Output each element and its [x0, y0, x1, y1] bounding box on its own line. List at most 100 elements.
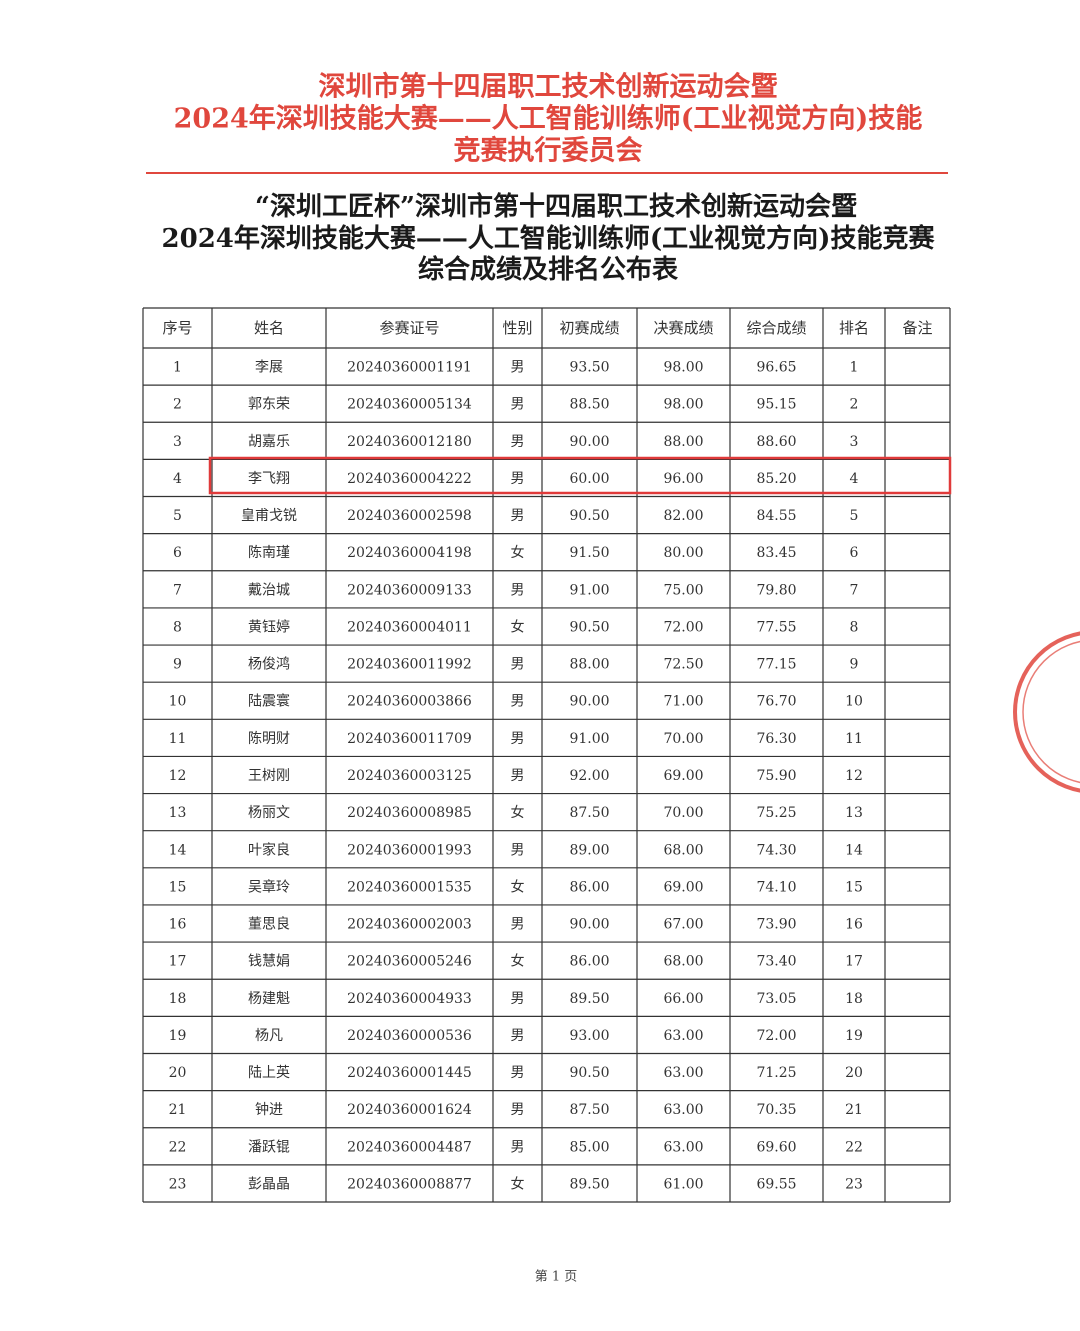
table-cell: 男 — [511, 1139, 525, 1155]
title-line: “深圳工匠杯”深圳市第十四届职工技术创新运动会暨 — [255, 191, 857, 222]
table-cell: 76.70 — [756, 694, 796, 710]
table-cell: 潘跃锟 — [248, 1139, 290, 1155]
table-cell: 皇甫戈锐 — [241, 508, 297, 524]
table-cell: 20240360003866 — [347, 694, 472, 710]
table-cell: 92.00 — [569, 768, 609, 784]
table-cell: 74.30 — [756, 842, 796, 858]
table-cell: 20240360002003 — [347, 917, 472, 933]
table-cell: 男 — [511, 694, 525, 710]
table-cell: 16 — [845, 917, 863, 933]
table-cell: 李飞翔 — [248, 471, 290, 487]
table-cell: 20240360004011 — [347, 619, 472, 635]
table-cell: 23 — [845, 1176, 863, 1192]
table-cell: 19 — [169, 1028, 187, 1044]
table-cell: 陈南瑾 — [248, 544, 290, 561]
table-cell: 82.00 — [663, 508, 703, 524]
table-cell: 10 — [169, 694, 187, 710]
table-cell: 男 — [511, 1065, 525, 1081]
table-cell: 男 — [511, 471, 525, 487]
table-cell: 杨建魁 — [248, 991, 290, 1007]
table-cell: 70.00 — [663, 805, 703, 821]
table-cell: 91.00 — [569, 582, 609, 598]
table-cell: 72.00 — [756, 1028, 796, 1044]
table-cell: 1 — [173, 360, 182, 376]
table-cell: 63.00 — [663, 1102, 703, 1118]
table-cell: 15 — [845, 879, 863, 895]
table-cell: 63.00 — [663, 1028, 703, 1044]
table-cell: 20240360003125 — [347, 768, 472, 784]
table-cell: 90.50 — [569, 619, 609, 635]
table-cell: 93.00 — [569, 1028, 609, 1044]
table-cell: 69.00 — [663, 879, 703, 895]
column-header: 性别 — [502, 319, 532, 337]
table-cell: 14 — [169, 842, 187, 858]
page-number: 第 1 页 — [535, 1270, 578, 1285]
score-table: 序号 姓名 参赛证号 性别 初赛成绩 决赛成绩 综合成绩 排名 备注 1 李展 20240360001… — [142, 307, 951, 1203]
table-cell: 20240360001535 — [347, 879, 472, 895]
table-cell: 72.00 — [663, 619, 703, 635]
table-cell: 75.90 — [756, 768, 796, 784]
table-cell: 69.60 — [756, 1139, 796, 1155]
column-header: 序号 — [162, 319, 192, 337]
table-cell: 郭东荣 — [248, 396, 290, 413]
table-cell: 88.00 — [663, 434, 703, 450]
table-cell: 男 — [511, 1102, 525, 1118]
table-cell: 20240360000536 — [347, 1028, 472, 1044]
highlight-box — [208, 456, 952, 495]
table-cell: 90.00 — [569, 917, 609, 933]
table-cell: 17 — [169, 954, 187, 970]
table-cell: 22 — [169, 1139, 187, 1155]
column-header: 姓名 — [254, 319, 284, 337]
table-cell: 董思良 — [248, 917, 290, 933]
table-cell: 胡嘉乐 — [248, 434, 290, 450]
table-cell: 20240360001191 — [347, 360, 472, 376]
table-cell: 60.00 — [569, 471, 609, 487]
table-cell: 69.00 — [663, 768, 703, 784]
title-line: 2024年深圳技能大赛——人工智能训练师(工业视觉方向)技能竞赛 — [162, 223, 936, 254]
table-cell: 杨凡 — [255, 1028, 283, 1044]
column-header: 备注 — [902, 319, 932, 337]
table-cell: 王树刚 — [248, 768, 290, 784]
table-cell: 16 — [169, 917, 187, 933]
table-cell: 杨俊鸿 — [248, 656, 290, 673]
table-cell: 66.00 — [663, 991, 703, 1007]
table-cell: 88.00 — [569, 657, 609, 673]
table-cell: 79.80 — [756, 582, 796, 598]
table-cell: 5 — [173, 508, 182, 524]
table-cell: 黄钰婷 — [248, 618, 290, 635]
header-line: 竞赛执行委员会 — [454, 135, 643, 167]
table-cell: 20240360012180 — [347, 434, 472, 450]
table-cell: 98.00 — [663, 397, 703, 413]
table-cell: 男 — [511, 731, 525, 747]
table-cell: 女 — [511, 618, 525, 635]
table-cell: 4 — [173, 471, 182, 487]
table-cell: 20240360008877 — [347, 1176, 472, 1192]
table-cell: 10 — [845, 694, 863, 710]
table-cell: 男 — [511, 842, 525, 858]
table-cell: 21 — [169, 1102, 187, 1118]
table-cell: 90.50 — [569, 508, 609, 524]
table-cell: 3 — [173, 434, 182, 450]
table-cell: 20240360004933 — [347, 991, 472, 1007]
table-cell: 女 — [511, 804, 525, 821]
table-cell: 女 — [511, 544, 525, 561]
table-cell: 21 — [845, 1102, 863, 1118]
table-cell: 14 — [845, 842, 863, 858]
table-cell: 18 — [169, 991, 187, 1007]
table-cell: 75.00 — [663, 582, 703, 598]
column-header: 决赛成绩 — [653, 319, 713, 337]
table-cell: 90.50 — [569, 1065, 609, 1081]
table-cell: 男 — [511, 1028, 525, 1044]
table-cell: 5 — [850, 508, 859, 524]
table-cell: 11 — [845, 731, 863, 747]
table-cell: 男 — [511, 434, 525, 450]
table-cell: 67.00 — [663, 917, 703, 933]
table-cell: 女 — [511, 878, 525, 895]
table-cell: 88.60 — [756, 434, 796, 450]
table-cell: 20 — [169, 1065, 187, 1081]
table-cell: 4 — [850, 471, 859, 487]
table-cell: 76.30 — [756, 731, 796, 747]
table-cell: 87.50 — [569, 805, 609, 821]
table-cell: 陆震寰 — [248, 694, 290, 710]
